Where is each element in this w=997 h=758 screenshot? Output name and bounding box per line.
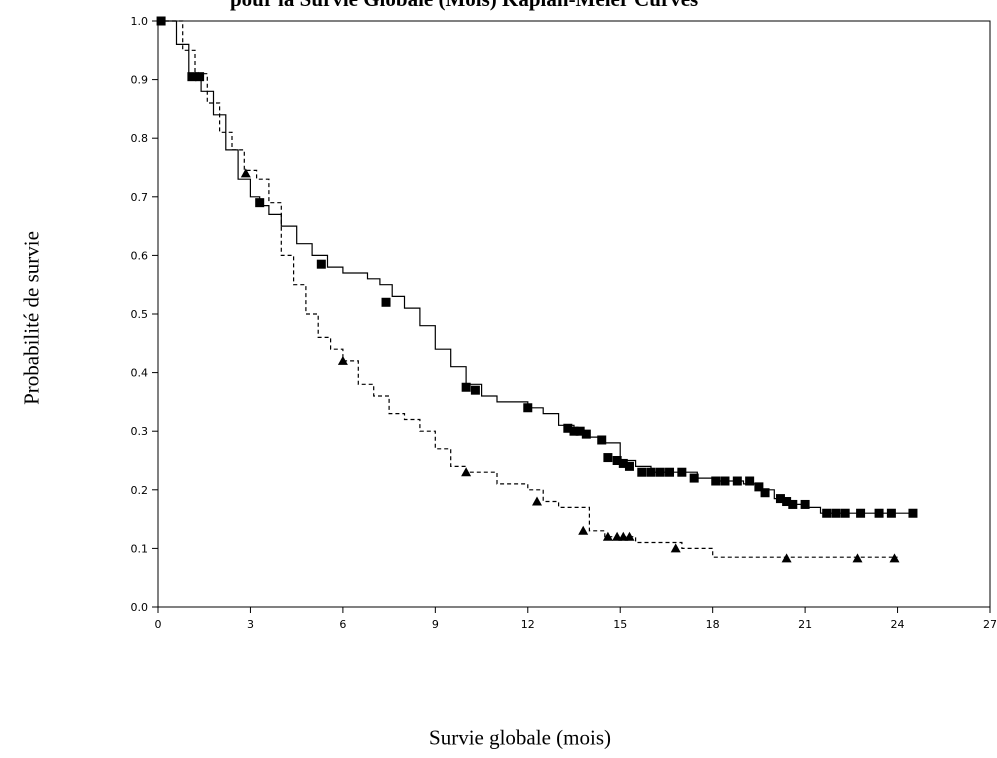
series-1-censor-marker (856, 508, 866, 518)
series-1-censor-marker (581, 429, 591, 439)
series-2-censor-marker (337, 355, 348, 365)
plot-frame (157, 20, 991, 608)
series-1-censor-marker (646, 467, 656, 477)
series-1-censor-marker (637, 467, 647, 477)
series-2-censor-marker (889, 553, 900, 563)
series-2-censor-marker (670, 543, 681, 553)
series-1-censor-marker (255, 198, 265, 208)
y-tick-label: 0.4 (131, 367, 149, 380)
series-1-censor-marker (732, 476, 742, 486)
series-1-censor-marker (754, 482, 764, 492)
x-tick-label: 12 (521, 618, 535, 631)
y-tick-label: 0.3 (131, 425, 149, 438)
series-2-censor-marker (461, 467, 472, 477)
series-1-censor-marker (886, 508, 896, 518)
x-tick-label: 27 (983, 618, 997, 631)
x-tick-label: 15 (613, 618, 627, 631)
series-1-censor-marker (874, 508, 884, 518)
x-tick-label: 0 (155, 618, 162, 631)
series-2-censor-marker (240, 168, 251, 178)
series-1-censor-marker (822, 508, 832, 518)
x-tick-label: 18 (706, 618, 720, 631)
x-axis-title: Survie globale (mois) (429, 725, 611, 750)
y-tick-label: 0.2 (131, 484, 149, 497)
series-line-2 (158, 20, 898, 558)
series-1-censor-marker (523, 403, 533, 413)
series-2-censor-marker (532, 496, 542, 506)
chart-title: pour la Survie Globale (Mois) Kaplan-Mei… (230, 0, 830, 12)
x-tick-label: 21 (798, 618, 812, 631)
series-2-censor-marker (602, 531, 613, 541)
y-tick-label: 0.8 (131, 132, 149, 145)
series-2-censor-marker (852, 553, 863, 563)
series-1-censor-marker (689, 473, 699, 483)
series-1-censor-marker (840, 508, 850, 518)
series-1-censor-marker (597, 435, 607, 445)
x-tick-label: 3 (247, 618, 254, 631)
y-tick-label: 0.1 (131, 542, 149, 555)
series-1-censor-marker (618, 458, 628, 468)
series-1-censor-marker (677, 467, 687, 477)
series-1-censor-marker (788, 499, 798, 509)
series-2-censor-marker (624, 531, 635, 541)
series-2-censor-marker (781, 553, 792, 563)
series-1-censor-marker (316, 259, 326, 269)
series-1-censor-marker (711, 476, 721, 486)
series-1-censor-marker (665, 467, 675, 477)
series-1-censor-marker (603, 453, 613, 463)
x-tick-label: 6 (339, 618, 346, 631)
y-tick-label: 1.0 (131, 15, 149, 28)
series-1-censor-marker (461, 382, 471, 392)
series-line-1 (158, 20, 913, 514)
series-1-censor-marker (831, 508, 841, 518)
series-1-censor-marker (745, 476, 755, 486)
series-1-censor-marker (800, 499, 810, 509)
series-1-censor-marker (575, 426, 585, 436)
series-1-censor-marker (187, 72, 197, 82)
y-tick-label: 0.6 (131, 249, 149, 262)
series-1-censor-marker (624, 461, 634, 471)
series-1-censor-marker (612, 456, 622, 465)
y-tick-label: 0.5 (131, 308, 149, 321)
x-tick-label: 9 (432, 618, 439, 631)
y-tick-label: 0.7 (131, 191, 149, 204)
series-2-censor-marker (578, 525, 589, 535)
y-tick-label: 0.0 (131, 601, 149, 614)
x-tick-label: 24 (891, 618, 905, 631)
y-tick-label: 0.9 (131, 74, 149, 87)
series-1-censor-marker (908, 508, 918, 518)
series-1-censor-marker (569, 426, 579, 436)
series-1-censor-marker (563, 423, 573, 433)
series-1-censor-marker (760, 488, 770, 498)
series-1-censor-marker (381, 297, 391, 307)
series-1-censor-marker (655, 467, 665, 477)
series-2-censor-marker (193, 71, 204, 81)
series-1-censor-marker (782, 497, 792, 507)
series-1-censor-marker (470, 385, 480, 395)
series-1-censor-marker (720, 476, 730, 486)
series-1-censor-marker (775, 494, 785, 504)
